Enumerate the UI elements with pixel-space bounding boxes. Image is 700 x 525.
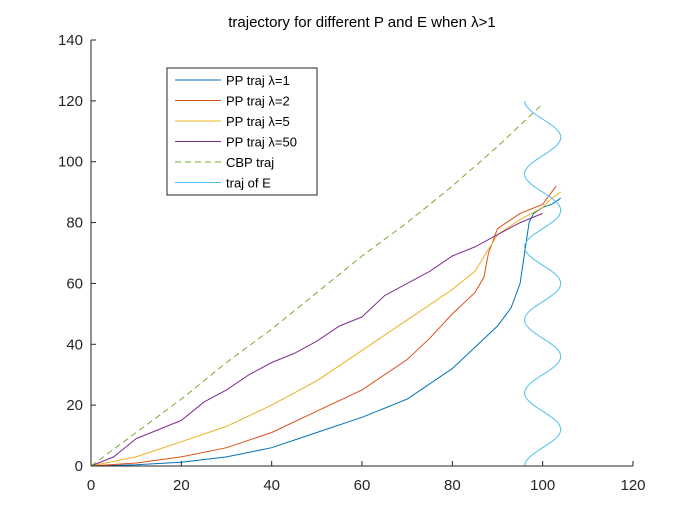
y-tick-label: 140 xyxy=(58,32,83,49)
series-line-1 xyxy=(90,197,561,467)
y-tick-label: 20 xyxy=(66,397,83,414)
y-tick-label: 100 xyxy=(58,154,83,171)
legend-label-3: PP traj λ=5 xyxy=(226,114,290,129)
y-tick-label: 0 xyxy=(75,458,83,475)
legend: PP traj λ=1 PP traj λ=2 PP traj λ=5 PP traj… xyxy=(166,67,318,196)
series-layer xyxy=(90,100,562,467)
y-tick-label: 40 xyxy=(66,336,83,353)
y-tick-label: 60 xyxy=(66,275,83,292)
y-tick-label: 120 xyxy=(58,93,83,110)
legend-label-1: PP traj λ=1 xyxy=(226,73,290,88)
series-line-2 xyxy=(90,185,557,467)
legend-label-5: CBP traj xyxy=(226,155,274,170)
legend-label-6: traj of E xyxy=(226,176,271,191)
x-tick-label: 0 xyxy=(87,477,95,494)
legend-label-2: PP traj λ=2 xyxy=(226,94,290,109)
series-line-5 xyxy=(90,103,544,467)
chart-title: trajectory for different P and E when λ>… xyxy=(228,14,496,31)
x-tick-label: 20 xyxy=(173,477,190,494)
series-line-3 xyxy=(90,191,561,467)
axes-layer: 0 20 40 60 80 100 120 0 20 40 60 80 100 120 140 xyxy=(58,32,646,494)
x-tick-label: 60 xyxy=(354,477,371,494)
series-line-4 xyxy=(90,212,543,467)
x-tick-label: 120 xyxy=(620,477,645,494)
y-tick-label: 80 xyxy=(66,215,83,232)
legend-box xyxy=(166,67,318,196)
x-tick-label: 80 xyxy=(444,477,461,494)
x-tick-label: 40 xyxy=(263,477,280,494)
series-line-6 xyxy=(524,100,562,467)
legend-label-4: PP traj λ=50 xyxy=(226,135,297,150)
x-tick-label: 100 xyxy=(530,477,555,494)
